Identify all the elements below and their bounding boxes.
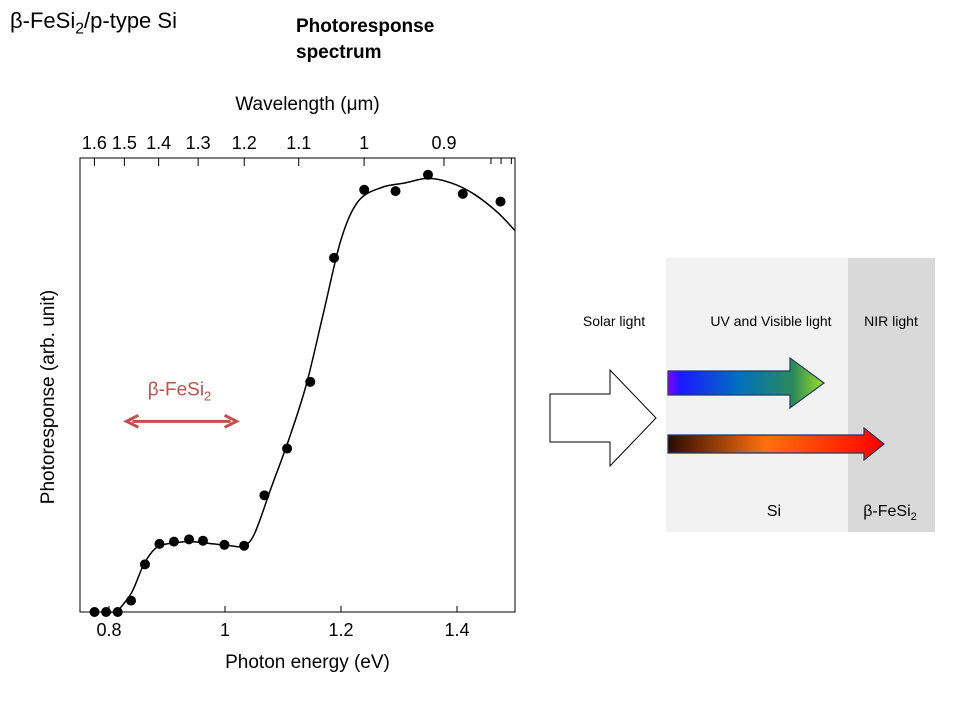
chart-title-line1: Photoresponse (296, 16, 435, 37)
solar-light-label: Solar light (583, 313, 645, 329)
data-point (101, 607, 112, 617)
fesi-region (848, 258, 935, 532)
x-tick-label: 1.2 (328, 620, 353, 640)
data-point (184, 534, 195, 545)
data-point (154, 538, 165, 549)
top-tick-label: 1.3 (186, 133, 211, 153)
data-point (259, 490, 270, 501)
data-point (197, 535, 208, 546)
data-point (282, 443, 293, 454)
data-point (423, 169, 433, 180)
top-tick-label: 1 (359, 133, 369, 153)
data-point (139, 559, 150, 570)
top-tick-label: 1.1 (286, 133, 311, 153)
chart-title: Photoresponse spectrum (296, 14, 434, 66)
data-point (329, 252, 340, 263)
photoresponse-chart: 0.8 1 1.2 1.4 1.6 1.5 1.4 1.3 1.2 1.1 1 0.9 Photon e… (38, 94, 516, 673)
data-point (495, 196, 506, 207)
top-tick-label: 1.5 (112, 133, 137, 153)
nir-arrow (667, 426, 885, 462)
data-point (89, 607, 100, 617)
data-point (112, 607, 123, 617)
absorption-diagram: Solar light UV and Visible light NIR lig… (549, 258, 935, 532)
annotation-arrowhead-right (223, 413, 240, 429)
annotation-arrowhead-left (123, 413, 140, 429)
x-tick-label: 0.8 (96, 620, 121, 640)
top-axis-title: Wavelength (μm) (235, 94, 379, 115)
plot-frame (79, 157, 516, 613)
data-point (239, 540, 250, 551)
top-tick-label: 1.4 (146, 133, 171, 153)
data-point (168, 536, 179, 547)
solar-light-arrow (549, 368, 657, 468)
data-point (390, 186, 401, 197)
x-tick-label: 1 (220, 620, 230, 640)
nir-light-label: NIR light (864, 313, 918, 329)
data-point (126, 595, 137, 606)
si-label: Si (767, 503, 781, 520)
data-point (219, 539, 230, 550)
slide-title: β-FeSi2/p-type Si (10, 8, 177, 38)
data-point (359, 184, 370, 195)
uv-visible-label: UV and Visible light (710, 313, 831, 329)
data-point (457, 188, 468, 199)
x-axis-title: Photon energy (eV) (225, 652, 390, 673)
y-axis-title: Photoresponse (arb. unit) (38, 290, 59, 504)
fesi-label: β-FeSi2 (863, 503, 917, 523)
uv-visible-arrow (667, 356, 826, 410)
top-tick-label: 1.2 (232, 133, 257, 153)
data-point (305, 376, 316, 387)
annotation-label: β-FeSi2 (148, 379, 212, 403)
x-tick-label: 1.4 (444, 620, 469, 640)
chart-title-line2: spectrum (296, 42, 382, 63)
top-tick-label: 1.6 (82, 133, 107, 153)
top-tick-label: 0.9 (431, 133, 456, 153)
